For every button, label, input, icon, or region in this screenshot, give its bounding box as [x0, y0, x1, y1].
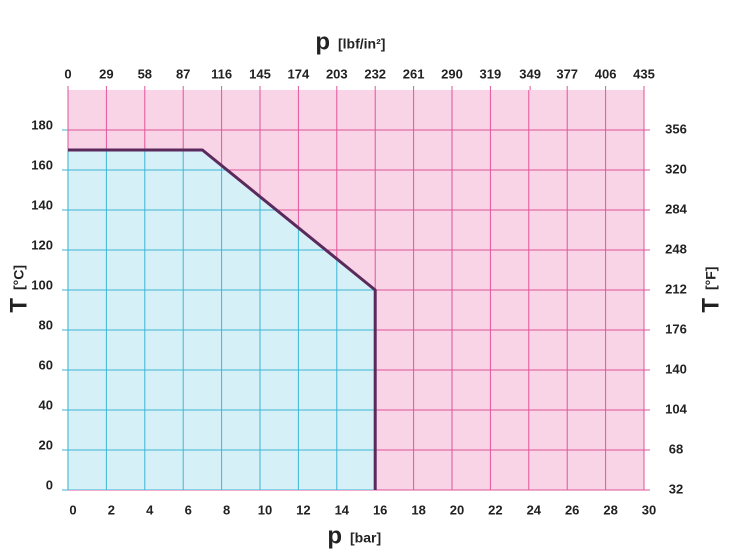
x-tick-label: 10 — [258, 502, 272, 517]
x-tick-label: 4 — [146, 502, 154, 517]
y-tick-label: 120 — [31, 237, 53, 252]
x2-tick-label: 174 — [288, 66, 310, 81]
y-tick-label: 0 — [46, 477, 53, 492]
y2-tick-label: 104 — [665, 401, 687, 416]
x-axis-unit: [bar] — [350, 530, 381, 546]
x2-tick-label: 290 — [441, 66, 463, 81]
x2-tick-label: 377 — [556, 66, 578, 81]
y2-tick-label: 32 — [669, 481, 683, 496]
y2-tick-label: 320 — [665, 161, 687, 176]
x-tick-label: 12 — [296, 502, 310, 517]
y-axis-unit: [°C] — [11, 265, 27, 290]
y2-tick-label: 284 — [665, 201, 687, 216]
x2-tick-label: 435 — [633, 66, 655, 81]
y-tick-label: 140 — [31, 197, 53, 212]
x-tick-label: 2 — [108, 502, 115, 517]
x-tick-label: 18 — [411, 502, 425, 517]
x-tick-label: 6 — [185, 502, 192, 517]
y-tick-label: 160 — [31, 157, 53, 172]
x2-axis-unit: [lbf/in²] — [338, 36, 385, 52]
y2-axis-symbol: T — [697, 298, 724, 313]
x2-tick-label: 319 — [480, 66, 502, 81]
x-axis-symbol: p — [327, 522, 342, 549]
x2-tick-label: 349 — [519, 66, 541, 81]
x2-axis-symbol: p — [315, 28, 330, 55]
y-tick-label: 20 — [39, 437, 53, 452]
x2-tick-label: 145 — [249, 66, 271, 81]
x-tick-label: 28 — [603, 502, 617, 517]
y-tick-label: 100 — [31, 277, 53, 292]
y2-axis-unit: [°F] — [703, 267, 719, 290]
x2-tick-label: 232 — [364, 66, 386, 81]
x-tick-label: 24 — [527, 502, 542, 517]
y2-tick-label: 248 — [665, 241, 687, 256]
x2-tick-label: 58 — [138, 66, 152, 81]
x-tick-label: 14 — [335, 502, 350, 517]
y2-tick-label: 356 — [665, 121, 687, 136]
x-tick-label: 16 — [373, 502, 387, 517]
y-tick-label: 60 — [39, 357, 53, 372]
x-tick-label: 26 — [565, 502, 579, 517]
boundary-line — [68, 148, 377, 490]
y-tick-label: 80 — [39, 317, 53, 332]
y2-tick-label: 140 — [665, 361, 687, 376]
x-tick-label: 20 — [450, 502, 464, 517]
x2-tick-label: 29 — [99, 66, 113, 81]
y-tick-label: 40 — [39, 397, 53, 412]
x-tick-label: 22 — [488, 502, 502, 517]
y2-tick-label: 212 — [665, 281, 687, 296]
x-tick-label: 0 — [69, 502, 76, 517]
x2-tick-label: 116 — [211, 66, 232, 81]
x-tick-label: 30 — [642, 502, 656, 517]
y2-tick-label: 68 — [669, 441, 683, 456]
y2-tick-label: 176 — [665, 321, 687, 336]
x2-tick-label: 406 — [595, 66, 617, 81]
x2-tick-label: 203 — [326, 66, 348, 81]
x2-tick-label: 261 — [403, 66, 425, 81]
y-tick-label: 180 — [31, 117, 53, 132]
x2-tick-label: 87 — [176, 66, 190, 81]
x2-tick-label: 0 — [64, 66, 71, 81]
x-tick-label: 8 — [223, 502, 230, 517]
y-axis-symbol: T — [5, 298, 32, 313]
